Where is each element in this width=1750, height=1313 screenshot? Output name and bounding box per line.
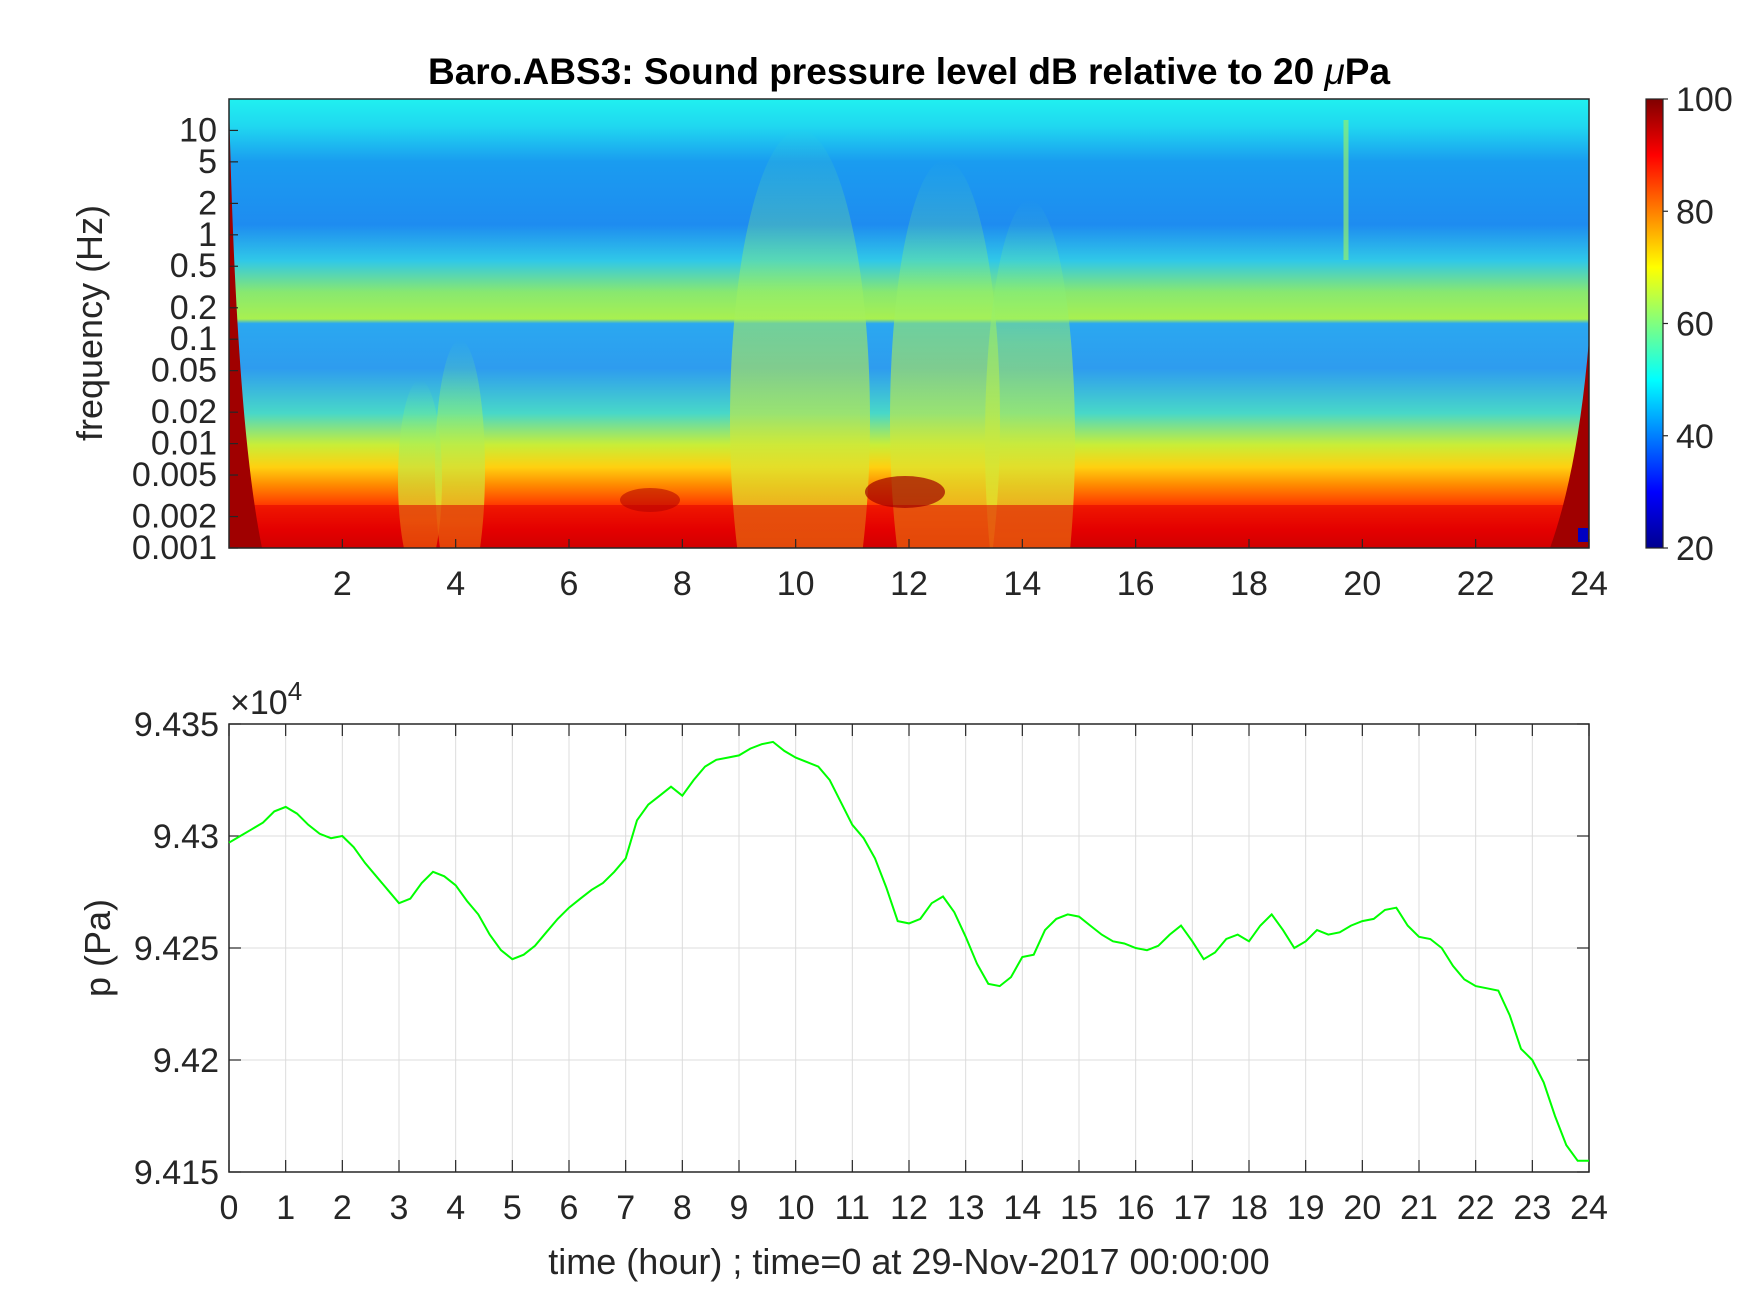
spectrogram-x-tick-label: 18 [1230, 565, 1268, 603]
colorbar-tick-label: 60 [1676, 306, 1714, 344]
x-tick-label: 2 [333, 1189, 352, 1227]
spectrogram-x-tick-label: 2 [333, 565, 352, 603]
pressure-ticks: 0 1 2 3 4 5 6 7 8 9 10 11 12 13 14 15 16 17 18 19 20 21 22 23 24… [134, 706, 1608, 1227]
x-tick-label: 19 [1287, 1189, 1325, 1227]
x-tick-label: 12 [890, 1189, 928, 1227]
spectrogram-y-tick-label: 0.02 [151, 393, 217, 431]
x-tick-label: 16 [1117, 1189, 1155, 1227]
spectrogram-y-tick-label: 0.002 [132, 498, 217, 536]
spectrogram-y-tick-label: 0.5 [170, 247, 217, 285]
spectrogram-x-tick-label: 8 [673, 565, 692, 603]
y-tick-label: 9.425 [134, 930, 219, 968]
colorbar [1645, 98, 1664, 549]
spectrogram-x-tick-label: 6 [560, 565, 579, 603]
spectrogram-x-ticks: 2 4 6 8 10 12 14 16 18 20 22 24 [333, 539, 1608, 603]
spectrogram-y-tick-label: 0.1 [170, 320, 217, 358]
x-tick-label: 20 [1343, 1189, 1381, 1227]
x-tick-label: 13 [947, 1189, 985, 1227]
pressure-y-label: p (Pa) [77, 899, 118, 997]
chart-title: Baro.ABS3: Sound pressure level dB relat… [428, 51, 1390, 92]
colorbar-ticks: 100 80 60 40 20 [1663, 81, 1733, 568]
spectrogram-x-tick-label: 24 [1570, 565, 1608, 603]
x-tick-label: 8 [673, 1189, 692, 1227]
spectrogram-y-tick-label: 2 [198, 184, 217, 222]
spectrogram-y-tick-label: 0.2 [170, 289, 217, 327]
spectrogram-y-label: frequency (Hz) [69, 205, 110, 441]
x-tick-label: 1 [276, 1189, 295, 1227]
spectrogram-x-tick-label: 10 [777, 565, 815, 603]
x-tick-label: 24 [1570, 1189, 1608, 1227]
pressure-x-label: time (hour) ; time=0 at 29-Nov-2017 00:0… [548, 1241, 1269, 1282]
x-tick-label: 9 [730, 1189, 749, 1227]
spectrogram-y-tick-label: 10 [179, 111, 217, 149]
pressure-series-line [228, 740, 1589, 1162]
spectrogram-x-tick-label: 22 [1457, 565, 1495, 603]
spectrogram-y-tick-label: 5 [198, 143, 217, 181]
y-tick-label: 9.435 [134, 706, 219, 744]
x-tick-label: 6 [560, 1189, 579, 1227]
x-tick-label: 7 [616, 1189, 635, 1227]
spectrogram-x-tick-label: 16 [1117, 565, 1155, 603]
spectrogram-y-tick-label: 0.001 [132, 529, 217, 567]
x-tick-label: 15 [1060, 1189, 1098, 1227]
spectrogram-y-tick-label: 0.05 [151, 352, 217, 390]
x-tick-label: 17 [1173, 1189, 1211, 1227]
x-tick-label: 23 [1513, 1189, 1551, 1227]
spectrogram-x-tick-label: 14 [1003, 565, 1041, 603]
spectrogram-y-tick-label: 0.01 [151, 425, 217, 463]
x-tick-label: 21 [1400, 1189, 1438, 1227]
x-tick-label: 22 [1457, 1189, 1495, 1227]
x-tick-label: 14 [1003, 1189, 1041, 1227]
spectrogram-image [229, 99, 1589, 548]
colorbar-tick-label: 80 [1676, 193, 1714, 231]
spectrogram-x-tick-label: 4 [446, 565, 465, 603]
y-tick-label: 9.415 [134, 1154, 219, 1192]
spectrogram-x-tick-label: 20 [1343, 565, 1381, 603]
x-tick-label: 18 [1230, 1189, 1268, 1227]
x-tick-label: 11 [835, 1189, 870, 1227]
y-tick-label: 9.43 [153, 818, 219, 856]
x-tick-label: 0 [220, 1189, 239, 1227]
x-tick-label: 10 [777, 1189, 815, 1227]
y-tick-label: 9.42 [153, 1042, 219, 1080]
x-tick-label: 5 [503, 1189, 522, 1227]
x-tick-label: 4 [446, 1189, 465, 1227]
colorbar-tick-label: 100 [1676, 81, 1733, 119]
x-tick-label: 3 [390, 1189, 409, 1227]
colorbar-tick-label: 20 [1676, 530, 1714, 568]
y-exponent: ×104 [230, 676, 302, 722]
spectrogram-y-tick-label: 0.005 [132, 456, 217, 494]
spectrogram-y-tick-label: 1 [198, 216, 217, 254]
spectrogram-x-tick-label: 12 [890, 565, 928, 603]
pressure-grid [228, 723, 1590, 1173]
colorbar-tick-label: 40 [1676, 418, 1714, 456]
